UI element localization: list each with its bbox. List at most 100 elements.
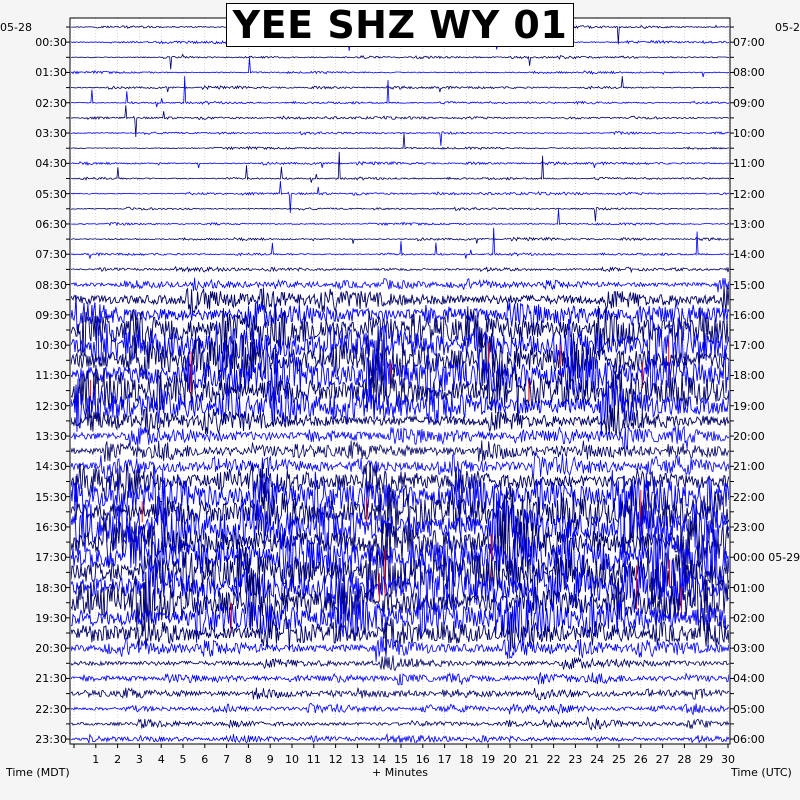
minute-label: 19 <box>481 753 496 766</box>
right-time-label: 06:00 <box>733 733 765 747</box>
left-time-label: 20:30 <box>35 642 67 656</box>
seismic-trace <box>71 479 729 544</box>
left-time-label: 11:30 <box>35 369 67 383</box>
minute-label: 17 <box>437 753 452 766</box>
minute-label: 29 <box>699 753 714 766</box>
seismic-trace <box>71 403 729 437</box>
trace-group <box>71 19 729 743</box>
right-time-label: 19:00 <box>733 399 765 413</box>
minute-label: 8 <box>244 753 252 766</box>
minute-label: 4 <box>157 753 165 766</box>
right-time-label: 05:00 <box>733 702 765 716</box>
seismic-trace <box>71 76 729 93</box>
right-time-label: 11:00 <box>733 157 765 171</box>
seismic-trace <box>71 133 729 151</box>
right-time-label: 09:00 <box>733 96 765 110</box>
minute-label: 21 <box>524 753 539 766</box>
minute-label: 24 <box>590 753 605 766</box>
seismic-trace <box>71 553 729 622</box>
chart-title-box: YEE SHZ WY 01 <box>226 3 574 47</box>
left-time-label: 22:30 <box>35 702 67 716</box>
right-time-label: 16:00 <box>733 308 765 322</box>
seismic-trace <box>71 541 729 605</box>
right-time-label: 00:00 05-29 <box>733 551 800 565</box>
left-time-label: 03:30 <box>35 127 67 141</box>
seismic-trace <box>71 452 729 479</box>
minute-label: 9 <box>266 753 274 766</box>
minute-label: 6 <box>201 753 209 766</box>
seismic-trace <box>71 702 729 716</box>
right-date-label: 05-2 <box>775 21 800 34</box>
seismic-trace <box>71 160 729 169</box>
seismic-trace <box>71 76 729 108</box>
minute-label: 18 <box>459 753 474 766</box>
seismic-trace <box>71 732 729 743</box>
seismic-trace <box>71 105 729 138</box>
left-time-label: 15:30 <box>35 490 67 504</box>
left-time-label: 14:30 <box>35 460 67 474</box>
right-time-label: 23:00 <box>733 520 765 534</box>
minute-label: 13 <box>350 753 365 766</box>
minute-label: 25 <box>612 753 626 766</box>
left-time-label: 21:30 <box>35 672 67 686</box>
seismic-trace <box>71 671 729 686</box>
left-time-label: 12:30 <box>35 399 67 413</box>
right-time-label: 22:00 <box>733 490 765 504</box>
right-time-label: 10:00 <box>733 127 765 141</box>
minute-label: 10 <box>285 753 299 766</box>
minute-label: 26 <box>633 753 648 766</box>
left-time-label: 02:30 <box>35 96 67 110</box>
minute-label: 28 <box>677 753 692 766</box>
seismic-trace <box>71 151 729 183</box>
seismic-trace <box>71 57 729 78</box>
chart-title: YEE SHZ WY 01 <box>232 3 568 47</box>
minute-label: 22 <box>546 753 561 766</box>
right-time-label: 12:00 <box>733 187 765 201</box>
seismic-trace <box>71 285 729 315</box>
seismic-trace <box>71 440 729 462</box>
seismic-trace <box>71 277 729 293</box>
right-time-label: 01:00 <box>733 581 765 595</box>
left-time-label: 18:30 <box>35 581 67 595</box>
right-time-label: 18:00 <box>733 369 765 383</box>
right-axis-title: Time (UTC) <box>731 766 792 779</box>
right-time-label: 21:00 <box>733 460 765 474</box>
left-time-label: 08:30 <box>35 278 67 292</box>
minute-label: 2 <box>114 753 122 766</box>
right-time-label: 04:00 <box>733 672 765 686</box>
seismic-trace <box>71 180 729 213</box>
left-axis-title: Time (MDT) <box>6 766 70 779</box>
left-time-label: 01:30 <box>35 66 67 80</box>
left-date-label: 05-28 <box>0 21 32 34</box>
seismic-trace <box>71 716 729 731</box>
minute-label: 15 <box>394 753 408 766</box>
minute-label: 12 <box>328 753 343 766</box>
minute-label: 3 <box>135 753 143 766</box>
x-axis-title: + Minutes <box>372 766 429 779</box>
seismic-trace <box>71 330 729 393</box>
left-time-label: 23:30 <box>35 733 67 747</box>
right-time-label: 20:00 <box>733 430 765 444</box>
seismic-trace <box>71 265 729 274</box>
left-time-label: 19:30 <box>35 611 67 625</box>
left-time-label: 13:30 <box>35 430 67 444</box>
minute-label: 27 <box>655 753 670 766</box>
left-time-label: 06:30 <box>35 217 67 231</box>
right-time-label: 17:00 <box>733 339 765 353</box>
minute-label: 1 <box>92 753 100 766</box>
seismic-trace <box>71 378 729 437</box>
left-time-label: 00:30 <box>35 36 67 50</box>
left-time-label: 07:30 <box>35 248 67 262</box>
minute-label: 16 <box>415 753 430 766</box>
seismic-trace <box>71 236 729 244</box>
seismic-trace <box>71 315 729 373</box>
seismic-trace <box>71 586 729 646</box>
seismic-trace <box>71 208 729 227</box>
seismic-trace <box>71 505 729 576</box>
seismic-trace <box>71 227 729 259</box>
minute-label: 7 <box>223 753 231 766</box>
left-time-label: 10:30 <box>35 339 67 353</box>
left-time-label: 16:30 <box>35 520 67 534</box>
seismic-trace <box>71 636 729 662</box>
